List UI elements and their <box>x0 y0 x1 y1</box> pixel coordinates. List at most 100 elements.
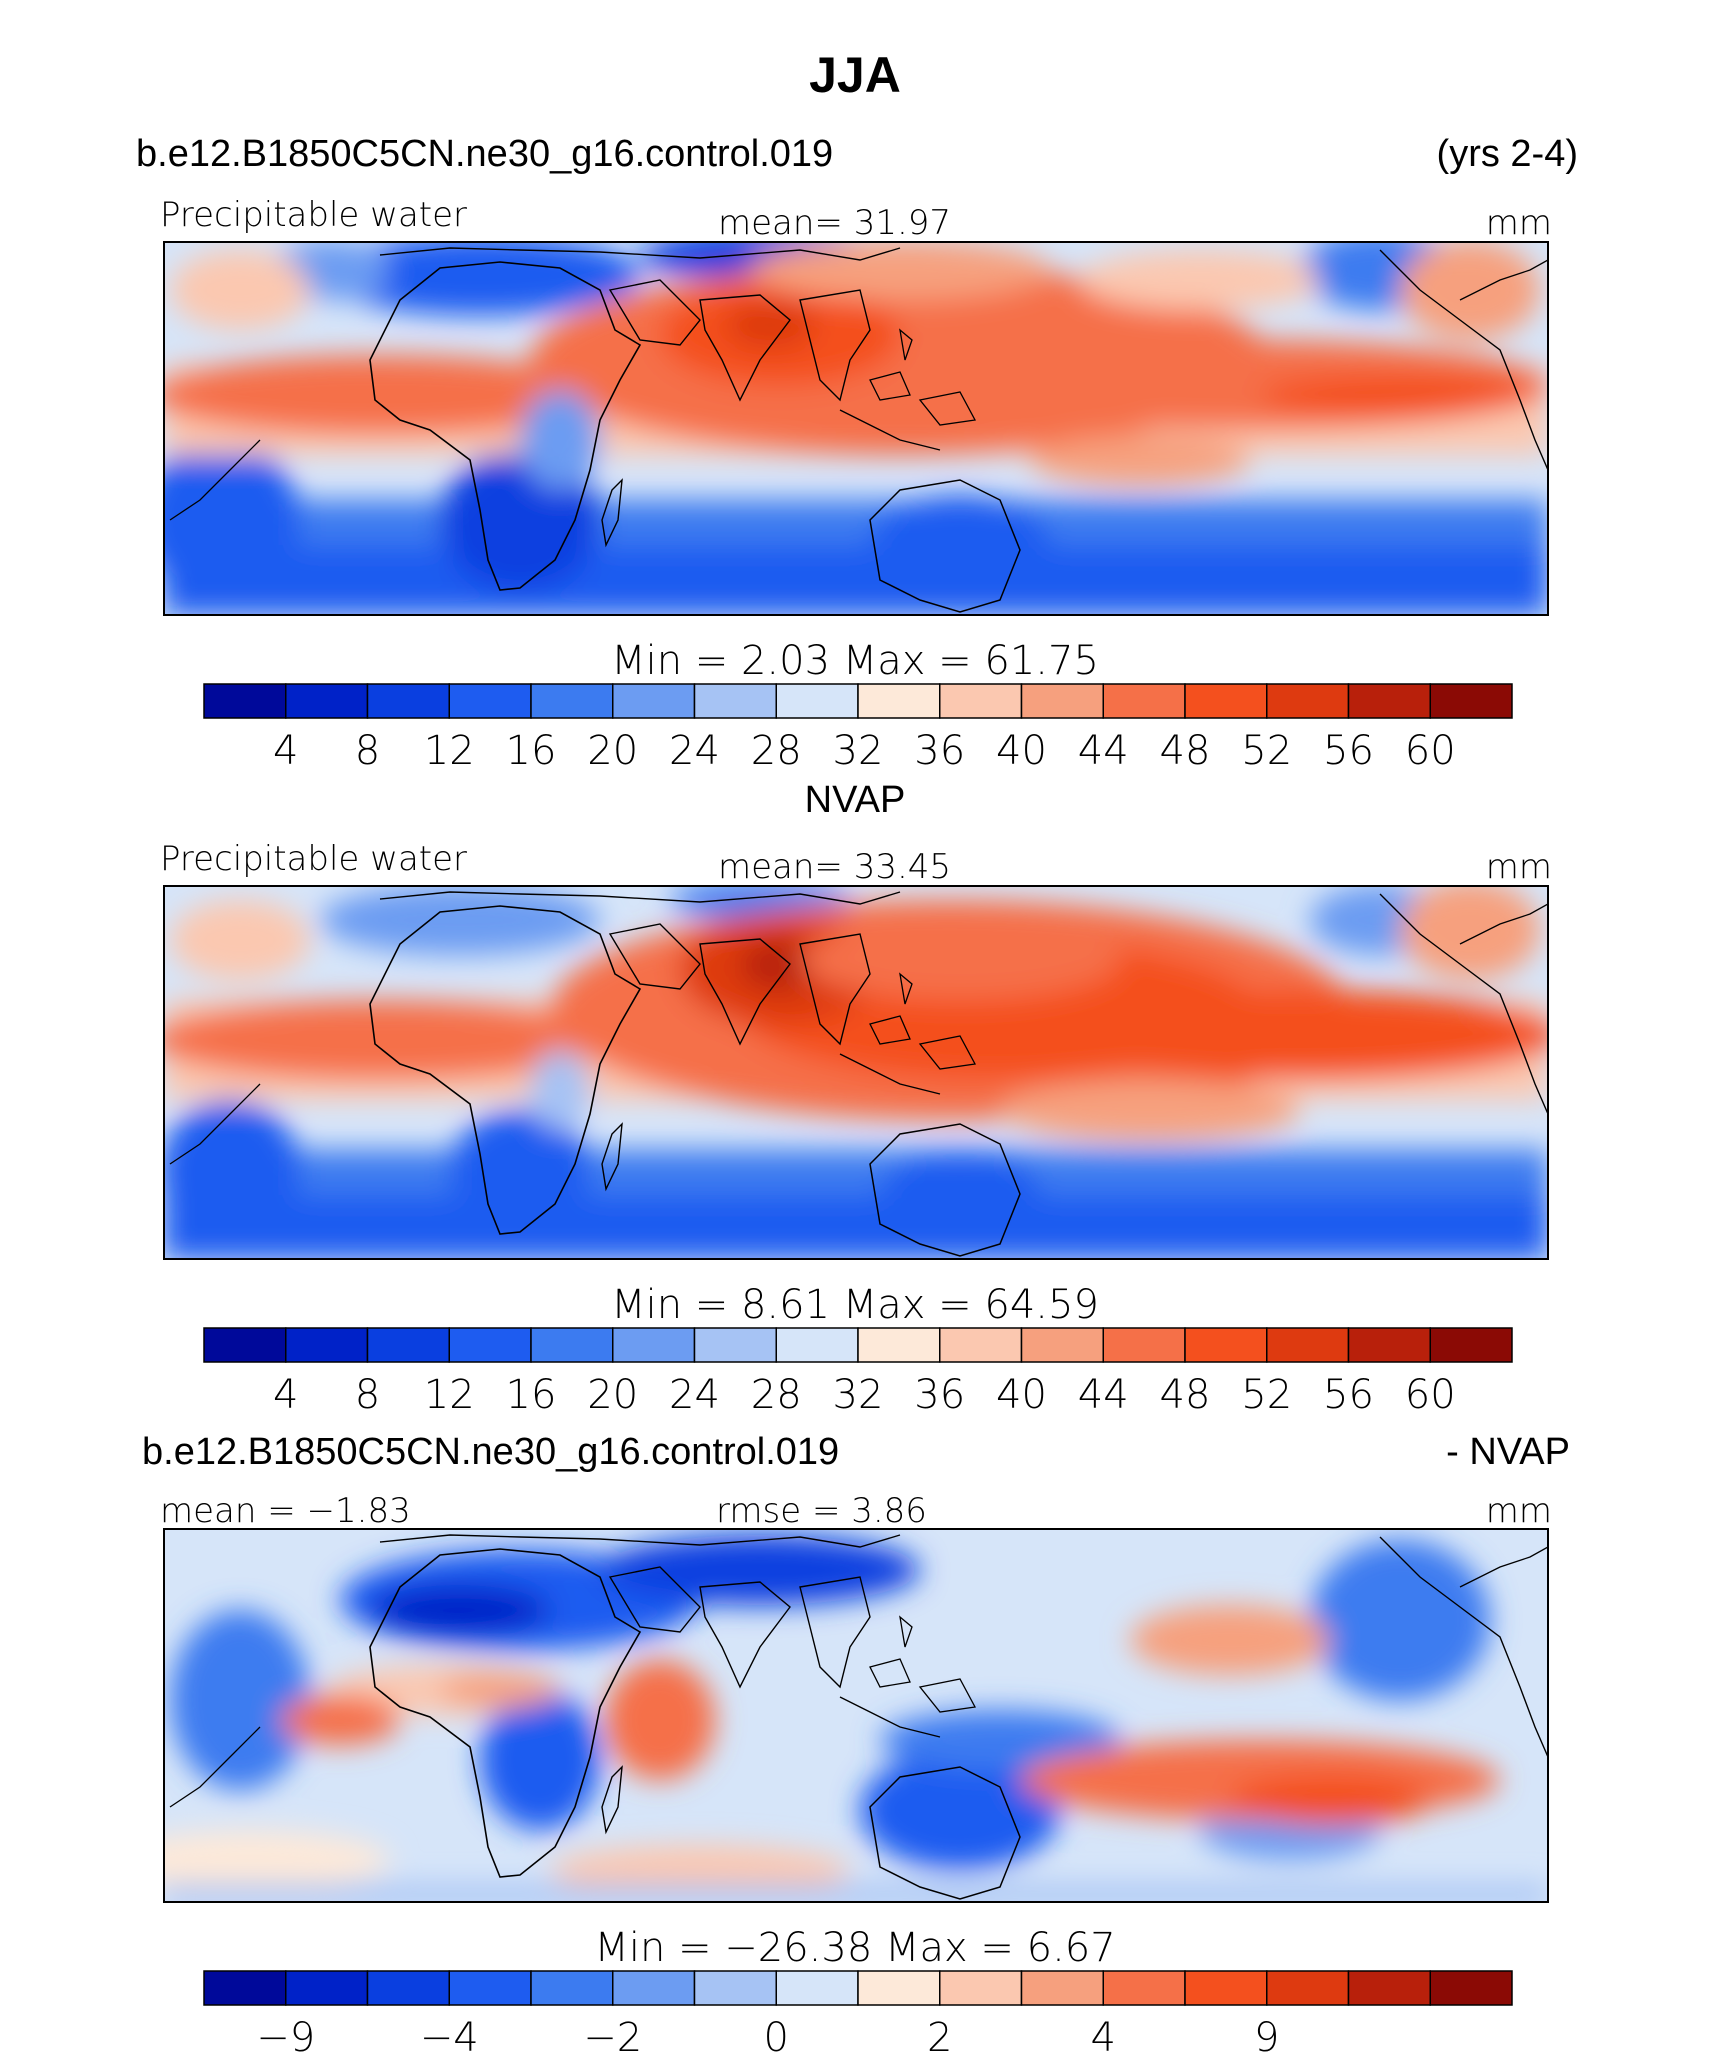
colorbar-swatch <box>1429 1970 1513 2006</box>
colorbar-swatch <box>1347 683 1431 719</box>
colorbar-tick-label: 60 <box>1405 1372 1456 1418</box>
colorbar-swatch <box>448 1970 532 2006</box>
colorbar-swatch <box>857 683 941 719</box>
colorbar-swatch <box>1020 683 1104 719</box>
colorbar-swatch <box>693 683 777 719</box>
colorbar-swatch <box>366 1970 450 2006</box>
colorbar-swatch <box>939 1327 1023 1363</box>
colorbar-tick-label: 8 <box>355 728 380 774</box>
colorbar-swatch <box>285 1327 369 1363</box>
colorbar-tick-label: 0 <box>764 2015 789 2061</box>
panel-units-label: mm <box>1486 1491 1552 1531</box>
colorbar-swatch <box>1429 1327 1513 1363</box>
colorbar-swatch <box>530 1970 614 2006</box>
colorbar-tick-label: 32 <box>833 728 884 774</box>
colorbar-swatch <box>1102 1970 1186 2006</box>
colorbar-swatch <box>1020 1327 1104 1363</box>
colorbar-swatch <box>775 683 859 719</box>
colorbar-tick-label: 8 <box>355 1372 380 1418</box>
colorbar-tick-label: 4 <box>1091 2015 1116 2061</box>
panel-center-label: mean= 33.45 <box>718 847 951 887</box>
panel-units-label: mm <box>1486 203 1552 243</box>
colorbar-swatch <box>1429 683 1513 719</box>
colorbar-tick-label: 52 <box>1241 1372 1292 1418</box>
panel-diff: b.e12.B1850C5CN.ne30_g16.control.019 - N… <box>142 1431 1570 2061</box>
colorbar-tick-label: 16 <box>506 1372 557 1418</box>
colorbar-tick-label: 4 <box>273 1372 298 1418</box>
colorbar-tick-label: 9 <box>1254 2015 1279 2061</box>
figure-title: JJA <box>809 47 901 103</box>
colorbar: −9 −4 −2 0 2 4 9 <box>203 1970 1513 2061</box>
map-obs <box>164 886 1548 1259</box>
colorbar-swatch <box>1266 683 1350 719</box>
colorbar-tick-label: −9 <box>256 2015 315 2061</box>
years-label: (yrs 2-4) <box>1437 133 1578 175</box>
colorbar: 4 8 12 16 20 24 28 32 36 40 44 48 52 56 60 <box>203 1327 1513 1418</box>
colorbar-swatch <box>448 683 532 719</box>
colorbar-swatch <box>857 1970 941 2006</box>
colorbar-tick-label: 4 <box>273 728 298 774</box>
panel-units-label: mm <box>1486 847 1552 887</box>
colorbar-swatch <box>1184 683 1268 719</box>
colorbar-tick-label: 48 <box>1160 1372 1211 1418</box>
panel-subtitle-right: - NVAP <box>1446 1431 1570 1473</box>
colorbar-swatch <box>1266 1970 1350 2006</box>
colorbar-swatch <box>285 683 369 719</box>
panel-left-label: mean = −1.83 <box>160 1491 411 1531</box>
colorbar-tick-label: 16 <box>506 728 557 774</box>
colorbar-swatch <box>366 1327 450 1363</box>
minmax-label: Min = −26.38 Max = 6.67 <box>594 1925 1115 1971</box>
colorbar-swatch <box>285 1970 369 2006</box>
colorbar-swatch <box>1266 1327 1350 1363</box>
colorbar-swatch <box>1347 1970 1431 2006</box>
colorbar-tick-label: 52 <box>1241 728 1292 774</box>
colorbar-swatch <box>1184 1970 1268 2006</box>
map-model <box>164 242 1548 615</box>
colorbar-tick-label: 40 <box>996 1372 1047 1418</box>
colorbar-swatch <box>693 1970 777 2006</box>
colorbar-tick-label: 12 <box>424 1372 475 1418</box>
colorbar-tick-label: −2 <box>583 2015 642 2061</box>
colorbar-swatch <box>1102 683 1186 719</box>
colorbar: 4 8 12 16 20 24 28 32 36 40 44 48 52 56 60 <box>203 683 1513 774</box>
panel-subtitle: b.e12.B1850C5CN.ne30_g16.control.019 <box>142 1431 839 1473</box>
panel-center-label: mean= 31.97 <box>718 203 951 243</box>
colorbar-swatch <box>530 1327 614 1363</box>
map-diff <box>164 1529 1548 1902</box>
minmax-label: Min = 8.61 Max = 64.59 <box>611 1282 1099 1328</box>
case-name: b.e12.B1850C5CN.ne30_g16.control.019 <box>136 133 833 175</box>
colorbar-tick-label: 44 <box>1078 728 1129 774</box>
colorbar-swatch <box>857 1327 941 1363</box>
colorbar-tick-label: 44 <box>1078 1372 1129 1418</box>
colorbar-swatch <box>612 683 696 719</box>
colorbar-swatch <box>448 1327 532 1363</box>
colorbar-swatch <box>203 683 287 719</box>
colorbar-tick-label: 40 <box>996 728 1047 774</box>
colorbar-swatch <box>939 1970 1023 2006</box>
colorbar-swatch <box>939 683 1023 719</box>
colorbar-swatch <box>530 683 614 719</box>
colorbar-tick-label: 32 <box>833 1372 884 1418</box>
colorbar-swatch <box>775 1327 859 1363</box>
colorbar-tick-label: 36 <box>914 1372 965 1418</box>
colorbar-swatch <box>775 1970 859 2006</box>
colorbar-swatch <box>1184 1327 1268 1363</box>
colorbar-swatch <box>612 1970 696 2006</box>
colorbar-swatch <box>203 1327 287 1363</box>
panel-left-label: Precipitable water <box>160 839 467 879</box>
colorbar-tick-label: 28 <box>751 728 802 774</box>
colorbar-tick-label: 56 <box>1323 1372 1374 1418</box>
colorbar-swatch <box>1347 1327 1431 1363</box>
colorbar-tick-label: 20 <box>587 728 638 774</box>
minmax-label: Min = 2.03 Max = 61.75 <box>611 638 1099 684</box>
panel-obs: NVAP Precipitable water mean= 33.45 mm <box>160 779 1552 1418</box>
colorbar-swatch <box>693 1327 777 1363</box>
colorbar-tick-label: 36 <box>914 728 965 774</box>
colorbar-tick-label: 12 <box>424 728 475 774</box>
colorbar-swatch <box>366 683 450 719</box>
colorbar-swatch <box>612 1327 696 1363</box>
colorbar-tick-label: 24 <box>669 1372 720 1418</box>
colorbar-swatch <box>203 1970 287 2006</box>
panel-left-label: Precipitable water <box>160 195 467 235</box>
